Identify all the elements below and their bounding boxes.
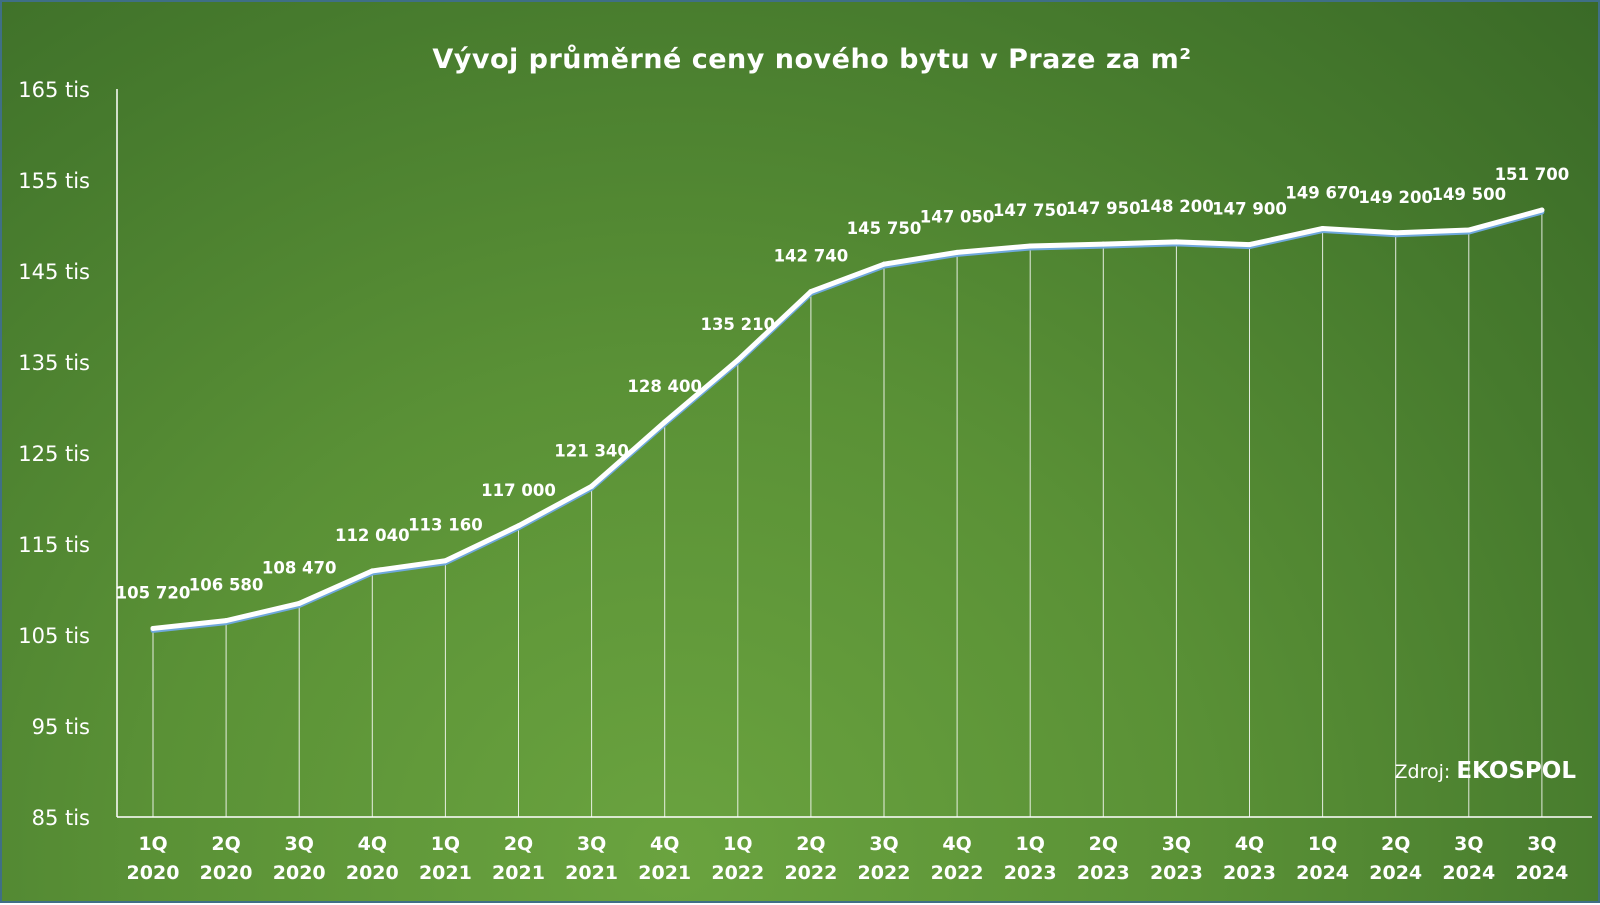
x-tick-label-year: 2020 bbox=[346, 862, 399, 884]
data-point bbox=[1466, 227, 1472, 233]
data-label: 149 200 bbox=[1358, 188, 1433, 207]
x-tick-label-year: 2021 bbox=[492, 862, 545, 884]
x-tick-label-year: 2022 bbox=[711, 862, 764, 884]
x-tick-label-year: 2020 bbox=[200, 862, 253, 884]
data-point bbox=[296, 600, 302, 606]
x-tick-label-quarter: 4Q bbox=[1235, 833, 1264, 855]
x-tick-label-quarter: 2Q bbox=[504, 833, 533, 855]
data-label: 106 580 bbox=[189, 576, 264, 595]
data-label: 108 470 bbox=[262, 558, 337, 577]
y-tick-label: 95 tis bbox=[32, 715, 90, 739]
x-tick-label-year: 2024 bbox=[1442, 862, 1495, 884]
y-tick-label: 85 tis bbox=[32, 806, 90, 830]
x-tick-label-year: 2023 bbox=[1077, 862, 1130, 884]
data-label: 147 750 bbox=[993, 201, 1068, 220]
data-label: 121 340 bbox=[554, 441, 629, 460]
data-point bbox=[808, 289, 814, 295]
data-point bbox=[442, 558, 448, 564]
data-point bbox=[1247, 242, 1252, 248]
data-label: 147 050 bbox=[920, 207, 995, 226]
x-tick-label-year: 2022 bbox=[931, 862, 984, 884]
data-label: 142 740 bbox=[774, 247, 849, 266]
data-label: 148 200 bbox=[1139, 197, 1214, 216]
data-point bbox=[1539, 207, 1545, 213]
y-tick-label: 165 tis bbox=[18, 78, 90, 102]
data-point bbox=[1027, 243, 1033, 249]
data-point bbox=[516, 523, 521, 529]
data-point bbox=[589, 483, 595, 489]
x-tick-label-quarter: 3Q bbox=[869, 833, 898, 855]
x-tick-label-year: 2020 bbox=[127, 862, 180, 884]
data-point bbox=[1393, 230, 1399, 236]
data-point bbox=[1173, 239, 1179, 245]
data-label: 149 500 bbox=[1431, 185, 1506, 204]
data-label: 151 700 bbox=[1495, 165, 1570, 184]
x-tick-label-quarter: 1Q bbox=[1016, 833, 1045, 855]
x-tick-label-quarter: 3Q bbox=[577, 833, 606, 855]
x-tick-label-year: 2023 bbox=[1150, 862, 1203, 884]
x-tick-label-quarter: 3Q bbox=[1454, 833, 1483, 855]
x-tick-label-quarter: 2Q bbox=[796, 833, 825, 855]
data-point bbox=[954, 249, 960, 255]
x-tick-label-year: 2020 bbox=[273, 862, 326, 884]
series-line-shadow bbox=[150, 209, 1545, 633]
x-tick-label-quarter: 1Q bbox=[431, 833, 460, 855]
x-tick-label-quarter: 4Q bbox=[942, 833, 971, 855]
x-tick-label-quarter: 4Q bbox=[650, 833, 679, 855]
x-tick-label-year: 2021 bbox=[419, 862, 472, 884]
x-tick-label-quarter: 3Q bbox=[285, 833, 314, 855]
data-label: 145 750 bbox=[847, 219, 922, 238]
source-prefix: Zdroj: bbox=[1394, 761, 1451, 783]
data-label: 147 900 bbox=[1212, 200, 1287, 219]
data-label: 113 160 bbox=[408, 516, 483, 535]
x-tick-label-quarter: 2Q bbox=[1089, 833, 1118, 855]
x-tick-label-quarter: 2Q bbox=[1381, 833, 1410, 855]
x-tick-label-quarter: 2Q bbox=[211, 833, 240, 855]
data-point bbox=[1320, 226, 1326, 232]
x-tick-label-year: 2022 bbox=[858, 862, 911, 884]
data-label: 105 720 bbox=[116, 583, 191, 602]
data-label: 135 210 bbox=[700, 315, 775, 334]
data-label: 149 670 bbox=[1285, 184, 1360, 203]
data-point bbox=[735, 357, 741, 363]
data-label: 117 000 bbox=[481, 481, 556, 500]
x-tick-label-year: 2023 bbox=[1004, 862, 1057, 884]
y-tick-label: 105 tis bbox=[18, 624, 90, 648]
y-tick-label: 115 tis bbox=[18, 533, 90, 557]
y-tick-label: 155 tis bbox=[18, 169, 90, 193]
data-point bbox=[662, 419, 668, 425]
x-tick-label-quarter: 1Q bbox=[1308, 833, 1337, 855]
data-point bbox=[369, 568, 375, 574]
source-name: EKOSPOL bbox=[1456, 758, 1576, 784]
chart-title: Vývoj průměrné ceny nového bytu v Praze … bbox=[432, 44, 1192, 75]
x-tick-label-year: 2024 bbox=[1296, 862, 1349, 884]
y-tick-label: 135 tis bbox=[18, 351, 90, 375]
data-label: 147 950 bbox=[1066, 199, 1141, 218]
source-note: Zdroj: EKOSPOL bbox=[1394, 758, 1576, 784]
x-tick-label-year: 2022 bbox=[784, 862, 837, 884]
x-tick-label-quarter: 1Q bbox=[723, 833, 752, 855]
x-tick-label-year: 2021 bbox=[638, 862, 691, 884]
x-tick-label-year: 2021 bbox=[565, 862, 618, 884]
series-line bbox=[150, 207, 1545, 631]
x-tick-label-quarter: 3Q bbox=[1162, 833, 1191, 855]
x-tick-label-quarter: 1Q bbox=[138, 833, 167, 855]
x-tick-label-year: 2023 bbox=[1223, 862, 1276, 884]
data-point bbox=[881, 261, 887, 267]
y-tick-label: 125 tis bbox=[18, 442, 90, 466]
data-point bbox=[223, 618, 229, 624]
data-label: 112 040 bbox=[335, 526, 410, 545]
data-point bbox=[1100, 241, 1106, 247]
x-tick-label-year: 2024 bbox=[1515, 862, 1568, 884]
x-tick-label-year: 2024 bbox=[1369, 862, 1422, 884]
data-label: 128 400 bbox=[627, 377, 702, 396]
data-point bbox=[150, 625, 156, 631]
x-tick-label-quarter: 4Q bbox=[358, 833, 387, 855]
y-tick-label: 145 tis bbox=[18, 260, 90, 284]
x-tick-label-quarter: 3Q bbox=[1527, 833, 1556, 855]
